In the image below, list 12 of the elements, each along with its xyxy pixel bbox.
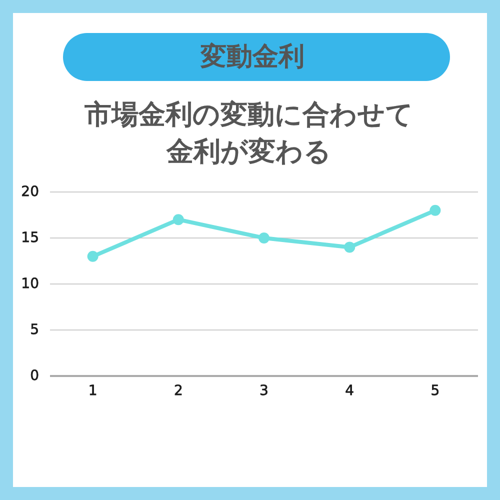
x-tick-label: 1 [88,383,98,399]
subtitle: 市場金利の変動に合わせて金利が変わる [84,100,414,168]
y-tick-label: 15 [21,230,39,246]
x-tick-label: 3 [260,383,268,399]
x-tick-label: 4 [345,383,354,399]
x-tick-label: 5 [430,383,440,399]
x-tick-label: 2 [174,383,183,399]
y-tick-label: 5 [30,322,39,338]
y-tick-label: 20 [21,184,39,200]
y-tick-label: 10 [21,276,39,292]
title: 変動金利 [200,42,304,72]
y-tick-label: 0 [30,368,39,384]
